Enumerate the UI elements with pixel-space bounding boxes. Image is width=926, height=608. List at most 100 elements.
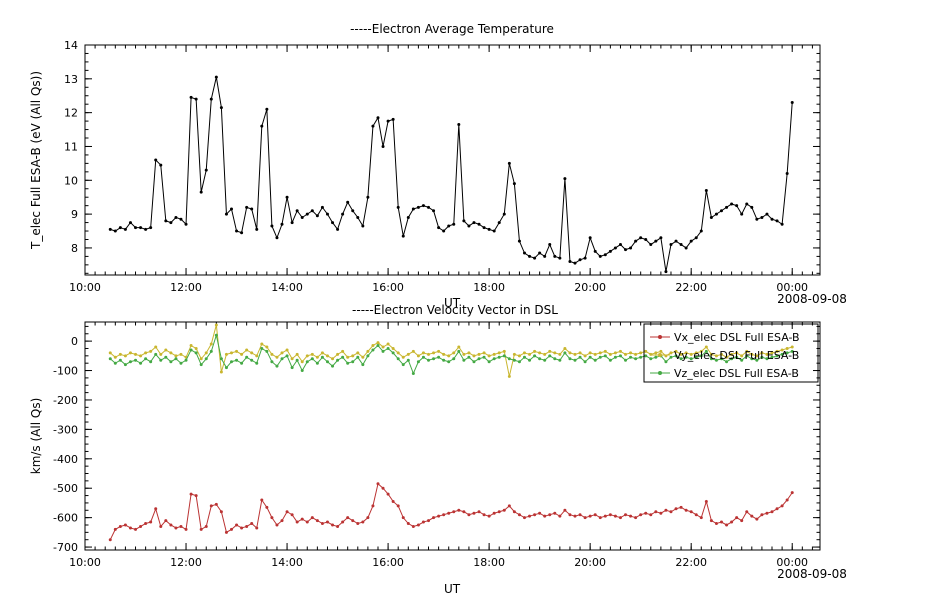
series-marker-vz-elec-dsl-full-esa-b: [654, 355, 658, 359]
series-marker-vy-elec-dsl-full-esa-b: [452, 351, 456, 355]
series-marker-vz-elec-dsl-full-esa-b: [457, 349, 461, 353]
series-marker-vx-elec-dsl-full-esa-b: [320, 522, 324, 526]
series-marker-t-elec-full-esa-b: [598, 254, 602, 258]
series-marker-vy-elec-dsl-full-esa-b: [265, 345, 269, 349]
series-marker-vz-elec-dsl-full-esa-b: [169, 360, 173, 364]
y-tick-label: -300: [53, 423, 78, 436]
series-marker-vy-elec-dsl-full-esa-b: [629, 351, 633, 355]
series-marker-t-elec-full-esa-b: [290, 221, 294, 225]
y-tick-label: 11: [64, 140, 78, 153]
series-marker-vz-elec-dsl-full-esa-b: [128, 360, 132, 364]
series-marker-vx-elec-dsl-full-esa-b: [497, 510, 501, 514]
series-marker-vz-elec-dsl-full-esa-b: [361, 363, 365, 367]
series-marker-t-elec-full-esa-b: [391, 117, 395, 121]
series-marker-vz-elec-dsl-full-esa-b: [528, 358, 532, 362]
series-marker-vz-elec-dsl-full-esa-b: [144, 357, 148, 361]
series-marker-vz-elec-dsl-full-esa-b: [634, 357, 638, 361]
series-marker-vx-elec-dsl-full-esa-b: [250, 522, 254, 526]
series-marker-vx-elec-dsl-full-esa-b: [563, 508, 567, 512]
series-marker-vx-elec-dsl-full-esa-b: [169, 523, 173, 527]
series-marker-vx-elec-dsl-full-esa-b: [128, 526, 132, 530]
series-marker-vx-elec-dsl-full-esa-b: [735, 516, 739, 520]
series-marker-vz-elec-dsl-full-esa-b: [674, 354, 678, 358]
series-marker-vy-elec-dsl-full-esa-b: [204, 351, 208, 355]
series-marker-vx-elec-dsl-full-esa-b: [174, 526, 178, 530]
series-marker-t-elec-full-esa-b: [533, 256, 537, 260]
series-marker-vz-elec-dsl-full-esa-b: [219, 357, 223, 361]
series-marker-t-elec-full-esa-b: [568, 259, 572, 263]
series-marker-vz-elec-dsl-full-esa-b: [522, 355, 526, 359]
series-marker-vz-elec-dsl-full-esa-b: [406, 358, 410, 362]
series-marker-vz-elec-dsl-full-esa-b: [517, 360, 521, 364]
series-marker-t-elec-full-esa-b: [189, 95, 193, 99]
series-marker-vx-elec-dsl-full-esa-b: [704, 499, 708, 503]
series-marker-vy-elec-dsl-full-esa-b: [427, 352, 431, 356]
series-marker-t-elec-full-esa-b: [336, 227, 340, 231]
series-marker-vx-elec-dsl-full-esa-b: [790, 491, 794, 495]
series-marker-vx-elec-dsl-full-esa-b: [624, 513, 628, 517]
series-marker-vz-elec-dsl-full-esa-b: [134, 358, 138, 362]
series-marker-t-elec-full-esa-b: [709, 216, 713, 219]
series-marker-vz-elec-dsl-full-esa-b: [396, 357, 400, 361]
series-marker-vy-elec-dsl-full-esa-b: [740, 354, 744, 358]
series-marker-t-elec-full-esa-b: [553, 254, 557, 258]
series-marker-vy-elec-dsl-full-esa-b: [725, 355, 729, 359]
series-marker-vz-elec-dsl-full-esa-b: [664, 360, 668, 364]
x-tick-label: 20:00: [574, 281, 606, 294]
series-marker-vy-elec-dsl-full-esa-b: [250, 351, 254, 355]
series-marker-vx-elec-dsl-full-esa-b: [447, 511, 451, 515]
x-tick-label: 18:00: [473, 281, 505, 294]
series-marker-t-elec-full-esa-b: [507, 161, 511, 165]
x-tick-label: 10:00: [69, 281, 101, 294]
series-marker-vy-elec-dsl-full-esa-b: [507, 374, 511, 378]
series-marker-vz-elec-dsl-full-esa-b: [401, 363, 405, 367]
series-marker-vy-elec-dsl-full-esa-b: [543, 352, 547, 356]
series-marker-vx-elec-dsl-full-esa-b: [144, 522, 148, 526]
series-marker-t-elec-full-esa-b: [229, 207, 233, 211]
series-marker-vx-elec-dsl-full-esa-b: [634, 516, 638, 520]
series-marker-t-elec-full-esa-b: [376, 116, 380, 120]
series-marker-vz-elec-dsl-full-esa-b: [704, 349, 708, 353]
series-marker-vz-elec-dsl-full-esa-b: [477, 357, 481, 361]
series-marker-t-elec-full-esa-b: [462, 219, 466, 223]
series-marker-t-elec-full-esa-b: [194, 97, 198, 101]
series-marker-t-elec-full-esa-b: [144, 227, 148, 231]
panel1-date-label: 2008-09-08: [777, 292, 847, 306]
series-marker-t-elec-full-esa-b: [270, 224, 274, 228]
series-marker-vz-elec-dsl-full-esa-b: [750, 357, 754, 361]
series-marker-vy-elec-dsl-full-esa-b: [709, 352, 713, 356]
series-marker-vy-elec-dsl-full-esa-b: [351, 354, 355, 358]
series-marker-vy-elec-dsl-full-esa-b: [189, 344, 193, 348]
series-marker-t-elec-full-esa-b: [240, 231, 244, 235]
series-marker-t-elec-full-esa-b: [123, 227, 127, 231]
series-marker-vz-elec-dsl-full-esa-b: [204, 357, 208, 361]
series-marker-vy-elec-dsl-full-esa-b: [457, 345, 461, 349]
series-marker-vx-elec-dsl-full-esa-b: [270, 516, 274, 520]
series-marker-vz-elec-dsl-full-esa-b: [421, 355, 425, 359]
series-marker-vz-elec-dsl-full-esa-b: [588, 355, 592, 359]
series-marker-vx-elec-dsl-full-esa-b: [719, 520, 723, 524]
series-marker-t-elec-full-esa-b: [371, 124, 375, 128]
series-marker-vy-elec-dsl-full-esa-b: [755, 354, 759, 358]
series-marker-t-elec-full-esa-b: [427, 205, 431, 209]
series-marker-vy-elec-dsl-full-esa-b: [462, 352, 466, 356]
series-marker-vx-elec-dsl-full-esa-b: [235, 523, 239, 527]
series-marker-t-elec-full-esa-b: [548, 243, 552, 247]
series-marker-vy-elec-dsl-full-esa-b: [144, 351, 148, 355]
series-marker-vx-elec-dsl-full-esa-b: [229, 527, 233, 531]
series-marker-vy-elec-dsl-full-esa-b: [401, 355, 405, 359]
series-marker-vz-elec-dsl-full-esa-b: [533, 354, 537, 358]
series-marker-t-elec-full-esa-b: [265, 107, 269, 111]
x-tick-label: 10:00: [69, 556, 101, 569]
series-marker-t-elec-full-esa-b: [517, 239, 521, 243]
series-marker-vx-elec-dsl-full-esa-b: [204, 524, 208, 528]
series-marker-t-elec-full-esa-b: [411, 207, 415, 211]
series-marker-vy-elec-dsl-full-esa-b: [381, 345, 385, 349]
series-marker-vx-elec-dsl-full-esa-b: [351, 519, 355, 523]
series-marker-t-elec-full-esa-b: [770, 217, 774, 221]
series-marker-vy-elec-dsl-full-esa-b: [613, 351, 617, 355]
series-marker-vz-elec-dsl-full-esa-b: [745, 354, 749, 358]
series-marker-vz-elec-dsl-full-esa-b: [512, 358, 516, 362]
series-marker-t-elec-full-esa-b: [745, 202, 749, 206]
x-tick-label: 16:00: [372, 281, 404, 294]
